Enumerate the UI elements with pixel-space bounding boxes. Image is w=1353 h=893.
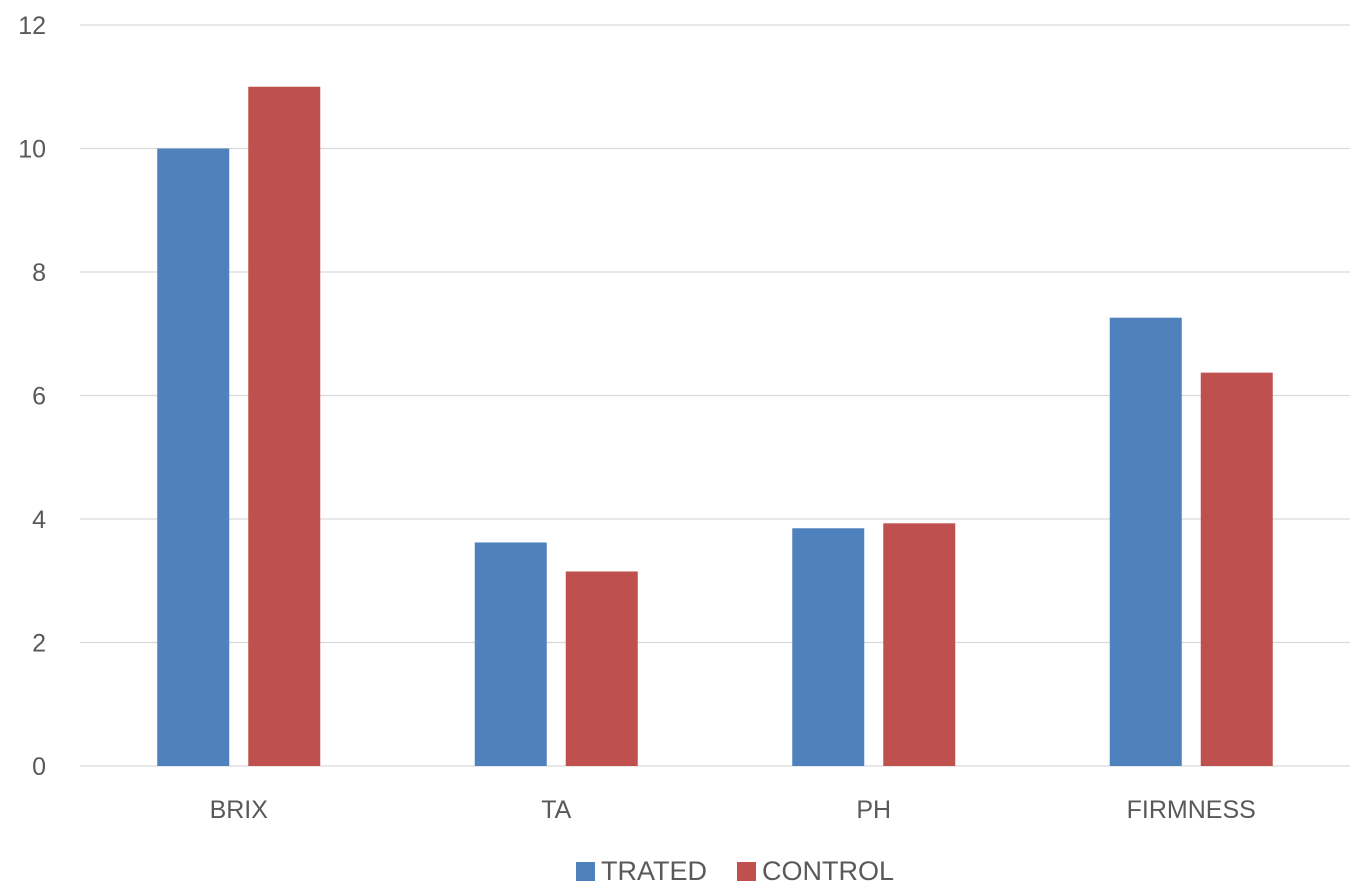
y-tick-label: 12 <box>18 12 46 40</box>
y-tick-label: 0 <box>32 753 46 781</box>
legend-swatch-control <box>736 862 756 881</box>
legend: TRATED CONTROL <box>575 856 894 886</box>
x-tick-label: TA <box>541 796 571 824</box>
bars <box>157 86 1273 766</box>
bar-trated-ph <box>792 528 865 766</box>
x-axis-tick-labels: BRIX TA PH FIRMNESS <box>210 796 1256 824</box>
x-tick-label: FIRMNESS <box>1127 796 1256 824</box>
y-tick-label: 6 <box>32 383 46 411</box>
bar-control-firmness <box>1200 372 1273 766</box>
x-tick-label: PH <box>856 796 891 824</box>
bar-trated-ta <box>474 542 547 766</box>
x-tick-label: BRIX <box>210 796 269 824</box>
bar-control-ta <box>565 571 638 766</box>
bar-trated-brix <box>157 148 230 766</box>
bar-control-brix <box>248 86 321 766</box>
legend-label-trated: TRATED <box>601 856 707 886</box>
legend-swatch-trated <box>575 862 595 881</box>
y-axis-tick-labels: 0 2 4 6 8 10 12 <box>18 12 46 781</box>
bar-control-ph <box>883 523 956 766</box>
legend-label-control: CONTROL <box>762 856 894 886</box>
bar-trated-firmness <box>1109 317 1182 766</box>
y-tick-label: 10 <box>18 136 46 164</box>
y-tick-label: 2 <box>32 630 46 658</box>
y-tick-label: 4 <box>32 506 46 534</box>
y-tick-label: 8 <box>32 259 46 287</box>
